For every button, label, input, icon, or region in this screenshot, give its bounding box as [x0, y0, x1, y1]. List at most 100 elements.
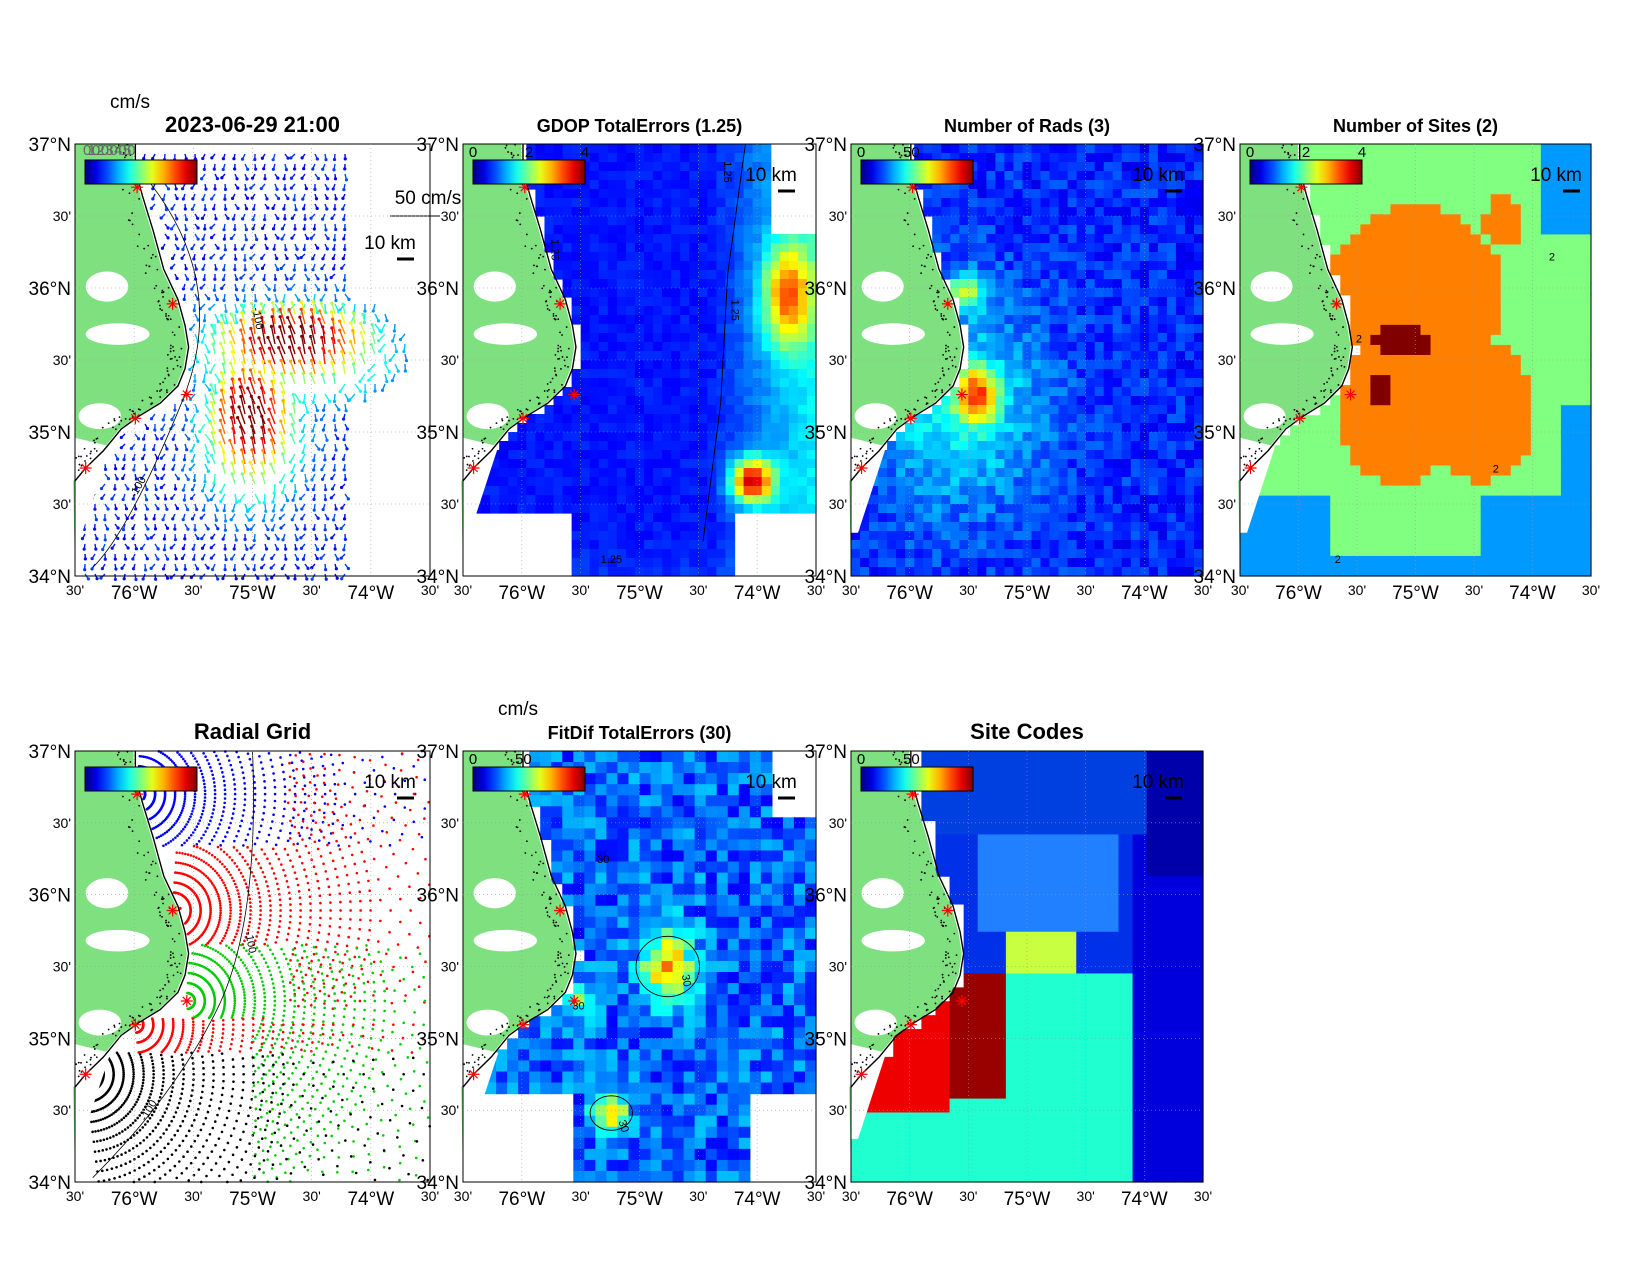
vector-head — [154, 487, 158, 492]
field-cell — [779, 468, 790, 478]
field-cell — [671, 369, 681, 379]
field-cell — [1058, 153, 1069, 163]
vector-head — [345, 427, 350, 431]
field-cell — [851, 558, 861, 568]
field-cell — [779, 450, 790, 460]
field-cell — [625, 225, 636, 235]
vector-head — [200, 329, 204, 333]
field-cell — [598, 513, 609, 523]
field-cell — [1139, 387, 1150, 397]
field-cell — [1004, 243, 1015, 253]
field-cell — [499, 459, 509, 469]
field-cell — [644, 504, 654, 514]
field-cell — [1112, 279, 1123, 289]
field-cell — [977, 378, 987, 388]
field-cell — [1094, 540, 1105, 550]
field-cell — [680, 279, 690, 289]
vector-head — [196, 318, 200, 322]
field-cell — [662, 360, 672, 370]
field-cell — [571, 198, 582, 208]
field-cell — [535, 450, 546, 460]
field-cell — [1058, 540, 1069, 550]
field-cell — [734, 468, 745, 478]
vector-head — [250, 196, 254, 200]
vector-head — [210, 197, 214, 201]
field-cell — [734, 297, 745, 307]
coast-detail-dot — [553, 391, 556, 394]
field-cell — [914, 486, 924, 496]
field-cell — [950, 459, 960, 469]
field-cell — [1094, 243, 1105, 253]
field-cell — [986, 243, 997, 253]
vector-head — [140, 476, 144, 481]
vector-head — [250, 301, 254, 305]
field-cell — [1022, 558, 1033, 568]
field-cell — [698, 216, 708, 226]
field-cell — [634, 207, 645, 217]
field-cell — [1040, 405, 1051, 415]
field-cell — [598, 288, 609, 298]
vector-head — [302, 167, 306, 171]
sound-water — [78, 403, 122, 430]
vector-head — [214, 217, 218, 221]
vector-head — [181, 517, 185, 522]
field-cell — [598, 171, 609, 181]
vector-head — [340, 577, 344, 581]
field-cell — [977, 468, 987, 478]
vector-head — [185, 448, 189, 452]
field-cell — [625, 324, 636, 334]
field-cell — [607, 495, 618, 505]
field-cell — [526, 450, 537, 460]
field-cell — [977, 216, 987, 226]
vector-head — [260, 324, 264, 328]
field-cell — [1022, 243, 1033, 253]
field-cell — [1094, 360, 1105, 370]
field-cell — [580, 513, 591, 523]
field-cell — [1004, 189, 1015, 199]
vector-head — [174, 237, 179, 241]
field-cell — [950, 207, 960, 217]
field-cell — [1112, 162, 1123, 172]
field-cell — [806, 351, 817, 361]
vector-head — [221, 537, 225, 541]
field-cell — [1049, 207, 1060, 217]
vector-head — [191, 197, 195, 201]
vector-head — [152, 517, 156, 521]
field-cell — [1148, 423, 1159, 433]
field-cell — [671, 504, 681, 514]
field-cell — [923, 477, 933, 487]
field-cell — [1112, 468, 1123, 478]
field-cell — [1031, 504, 1042, 514]
vector-head — [261, 226, 265, 230]
field-cell — [977, 279, 987, 289]
field-cell — [779, 234, 790, 244]
field-cell — [698, 207, 708, 217]
field-cell — [797, 324, 808, 334]
isobath-contour — [92, 161, 201, 568]
vector-head — [276, 335, 280, 340]
coast-detail-dot — [508, 419, 510, 422]
field-cell — [1031, 477, 1042, 487]
vector-head — [298, 418, 302, 422]
field-cell — [734, 180, 745, 190]
field-cell — [680, 378, 690, 388]
vector-head — [306, 487, 310, 492]
current-vector — [271, 389, 276, 405]
field-cell — [526, 504, 537, 514]
field-cell — [788, 378, 799, 388]
vector-head — [280, 441, 284, 445]
field-cell — [589, 225, 600, 235]
vector-head — [278, 480, 283, 484]
field-cell — [1121, 531, 1132, 541]
field-cell — [1157, 540, 1168, 550]
scale-bar-label: 10 km — [745, 165, 797, 186]
vector-head — [314, 418, 318, 422]
vector-head — [247, 507, 251, 512]
field-cell — [535, 459, 546, 469]
vector-head — [139, 546, 144, 551]
field-cell — [616, 378, 627, 388]
field-cell — [644, 171, 654, 181]
field-cell — [607, 252, 618, 262]
vector-head — [115, 477, 119, 481]
field-cell — [770, 252, 781, 262]
